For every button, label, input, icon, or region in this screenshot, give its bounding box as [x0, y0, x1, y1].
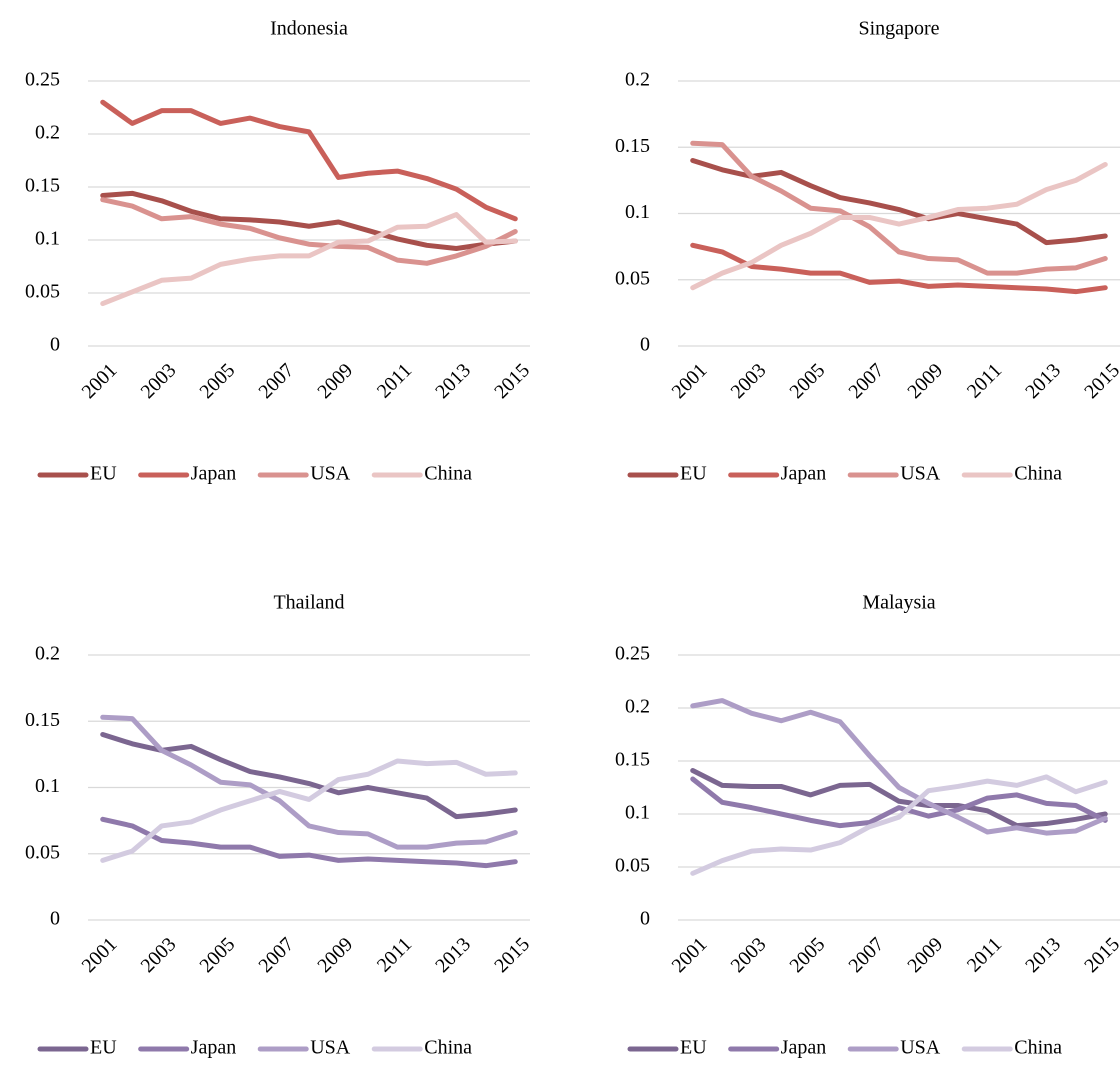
data-line: [100, 714, 518, 850]
legend-label: Japan: [781, 463, 827, 485]
data-line: [100, 212, 518, 307]
y-tick-label: 0.05: [25, 281, 60, 303]
chart-panel: Malaysia 0 0.05 0.1 0.15 0.2 0.25 2001 2003 2005 2…: [615, 592, 1120, 1059]
chart-title: Malaysia: [862, 592, 935, 614]
legend-label: Japan: [191, 1037, 237, 1059]
legend-label: Japan: [191, 463, 237, 485]
x-tick-label: 2011: [963, 359, 1006, 402]
legend-label: EU: [90, 1037, 117, 1059]
x-tick-label: 2001: [668, 933, 712, 977]
y-tick-label: 0.05: [615, 267, 650, 289]
legend-label: USA: [900, 463, 941, 485]
x-tick-label: 2011: [373, 933, 416, 976]
data-line: [690, 242, 1108, 295]
y-tick-label: 0.2: [35, 643, 60, 665]
y-tick-label: 0.15: [615, 135, 650, 157]
data-line: [690, 161, 1108, 291]
x-tick-label: 2009: [313, 359, 357, 403]
data-line: [100, 197, 518, 266]
x-tick-label: 2011: [963, 933, 1006, 976]
legend-label: USA: [310, 463, 351, 485]
legend-label: Japan: [781, 1037, 827, 1059]
x-tick-label: 2001: [78, 933, 122, 977]
x-tick-label: 2007: [254, 359, 298, 403]
x-tick-label: 2003: [727, 359, 771, 403]
y-tick-label: 0.05: [25, 841, 60, 863]
data-line: [690, 140, 1108, 276]
x-tick-label: 2005: [196, 933, 240, 977]
y-tick-label: 0.2: [625, 69, 650, 91]
data-line: [690, 776, 1108, 829]
x-tick-label: 2007: [254, 933, 298, 977]
data-line: [690, 698, 1108, 836]
x-tick-label: 2013: [431, 933, 475, 977]
legend-label: USA: [310, 1037, 351, 1059]
x-tick-label: 2001: [668, 359, 712, 403]
legend-label: China: [424, 1037, 472, 1059]
legend-label: EU: [90, 463, 117, 485]
x-tick-label: 2005: [786, 933, 830, 977]
y-tick-label: 0.15: [25, 709, 60, 731]
y-tick-label: 0.2: [35, 122, 60, 144]
x-tick-label: 2003: [727, 933, 771, 977]
x-tick-label: 2015: [490, 933, 534, 977]
data-line: [100, 758, 518, 863]
y-tick-label: 0.15: [615, 749, 650, 771]
chart-title: Indonesia: [270, 18, 348, 40]
x-tick-label: 2009: [903, 933, 947, 977]
x-tick-label: 2009: [313, 933, 357, 977]
x-tick-label: 2005: [786, 359, 830, 403]
data-line: [100, 816, 518, 869]
x-tick-label: 2011: [373, 359, 416, 402]
y-tick-label: 0: [640, 334, 650, 356]
chart-panel: Thailand 0 0.05 0.1 0.15 0.2 2001 2003 2005 2007 2…: [25, 592, 534, 1059]
y-tick-label: 0.25: [25, 69, 60, 91]
x-tick-label: 2009: [903, 359, 947, 403]
y-tick-label: 0: [50, 334, 60, 356]
y-tick-label: 0.1: [35, 775, 60, 797]
y-tick-label: 0: [640, 908, 650, 930]
data-line: [100, 732, 518, 820]
y-tick-label: 0.15: [25, 175, 60, 197]
legend-label: China: [1014, 1037, 1062, 1059]
chart-title: Thailand: [273, 592, 344, 614]
x-tick-label: 2007: [844, 359, 888, 403]
x-tick-label: 2013: [1021, 933, 1065, 977]
y-tick-label: 0.1: [35, 228, 60, 250]
legend-label: China: [1014, 463, 1062, 485]
y-tick-label: 0.2: [625, 696, 650, 718]
x-tick-label: 2015: [1080, 933, 1120, 977]
x-tick-label: 2003: [137, 933, 181, 977]
chart-panel: Singapore 0 0.05 0.1 0.15 0.2 2001 2003 2005 2007…: [615, 18, 1120, 485]
legend-label: EU: [680, 1037, 707, 1059]
chart-panel: Indonesia 0 0.05 0.1 0.15 0.2 0.25 2001 2003 2005…: [25, 18, 534, 485]
y-tick-label: 0: [50, 908, 60, 930]
data-line: [690, 774, 1108, 876]
x-tick-label: 2001: [78, 359, 122, 403]
x-tick-label: 2013: [431, 359, 475, 403]
x-tick-label: 2015: [1080, 359, 1120, 403]
x-tick-label: 2013: [1021, 359, 1065, 403]
y-tick-label: 0.1: [625, 201, 650, 223]
y-tick-label: 0.1: [625, 802, 650, 824]
data-line: [100, 190, 518, 251]
y-tick-label: 0.05: [615, 855, 650, 877]
legend-label: EU: [680, 463, 707, 485]
data-line: [100, 99, 518, 222]
legend-label: USA: [900, 1037, 941, 1059]
x-tick-label: 2015: [490, 359, 534, 403]
chart-title: Singapore: [858, 18, 939, 40]
x-tick-label: 2003: [137, 359, 181, 403]
x-tick-label: 2005: [196, 359, 240, 403]
y-tick-label: 0.25: [615, 643, 650, 665]
x-tick-label: 2007: [844, 933, 888, 977]
legend-label: China: [424, 463, 472, 485]
data-line: [690, 768, 1108, 829]
data-line: [690, 158, 1108, 246]
